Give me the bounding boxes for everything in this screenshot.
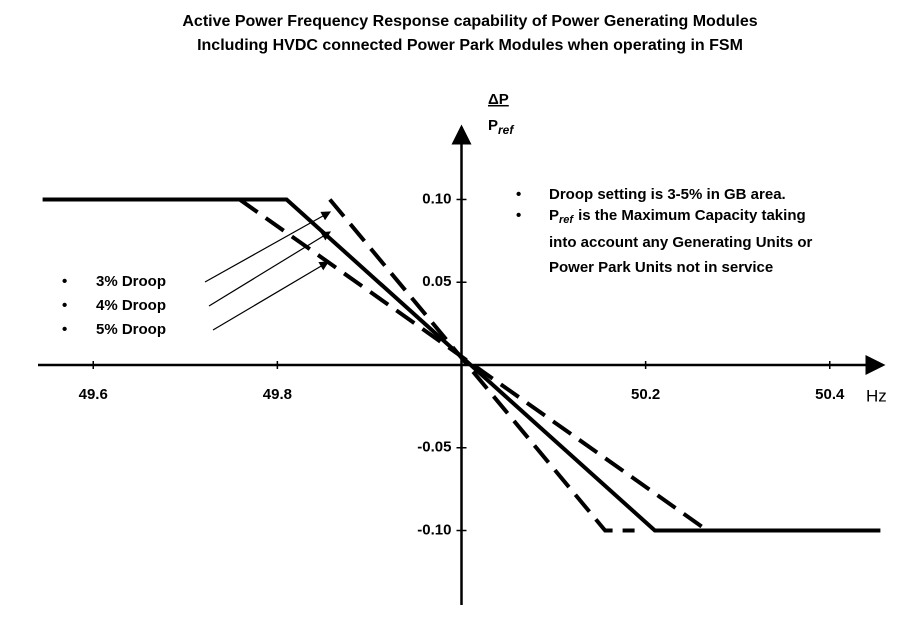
- chart-title: Including HVDC connected Power Park Modu…: [197, 37, 743, 54]
- y-label-denominator: Pref: [488, 117, 514, 137]
- x-tick-label: 49.6: [79, 386, 108, 403]
- note: is the Maximum Capacity taking: [578, 207, 806, 224]
- note: Pref is the Maximum Capacity taking: [549, 207, 806, 226]
- droop-line: [328, 198, 635, 533]
- bullet: •: [62, 321, 67, 338]
- droop-line: [42, 197, 881, 533]
- y-label-numerator: ΔP: [488, 91, 509, 108]
- y-label-symbol: P: [488, 117, 498, 134]
- note: Power Park Units not in service: [549, 259, 773, 276]
- bullet: •: [516, 207, 521, 224]
- legend-arrow: [212, 261, 330, 331]
- note: Droop setting is 3-5% in GB area.: [549, 186, 786, 203]
- legend-arrow: [204, 211, 332, 283]
- legend-arrow: [208, 231, 332, 307]
- y-tick-label: 0.05: [422, 273, 451, 290]
- y-label-subscript: ref: [498, 123, 514, 137]
- x-label: Hz: [866, 386, 887, 405]
- legend-label: 5% Droop: [96, 321, 166, 338]
- note: into account any Generating Units or: [549, 234, 813, 251]
- bullet: •: [516, 186, 521, 203]
- x-tick-label: 50.2: [631, 386, 660, 403]
- bullet: •: [62, 297, 67, 314]
- legend-label: 4% Droop: [96, 297, 166, 314]
- x-tick-label: 50.4: [815, 386, 845, 403]
- legend-label: 3% Droop: [96, 273, 166, 290]
- y-tick-label: -0.05: [417, 439, 451, 456]
- bullet: •: [62, 273, 67, 290]
- note-subscript: ref: [559, 214, 574, 226]
- y-tick-label: -0.10: [417, 521, 451, 538]
- chart-title: Active Power Frequency Response capabili…: [182, 13, 757, 30]
- y-tick-label: 0.10: [422, 190, 451, 207]
- note-symbol: P: [549, 207, 559, 224]
- x-tick-label: 49.8: [263, 386, 292, 403]
